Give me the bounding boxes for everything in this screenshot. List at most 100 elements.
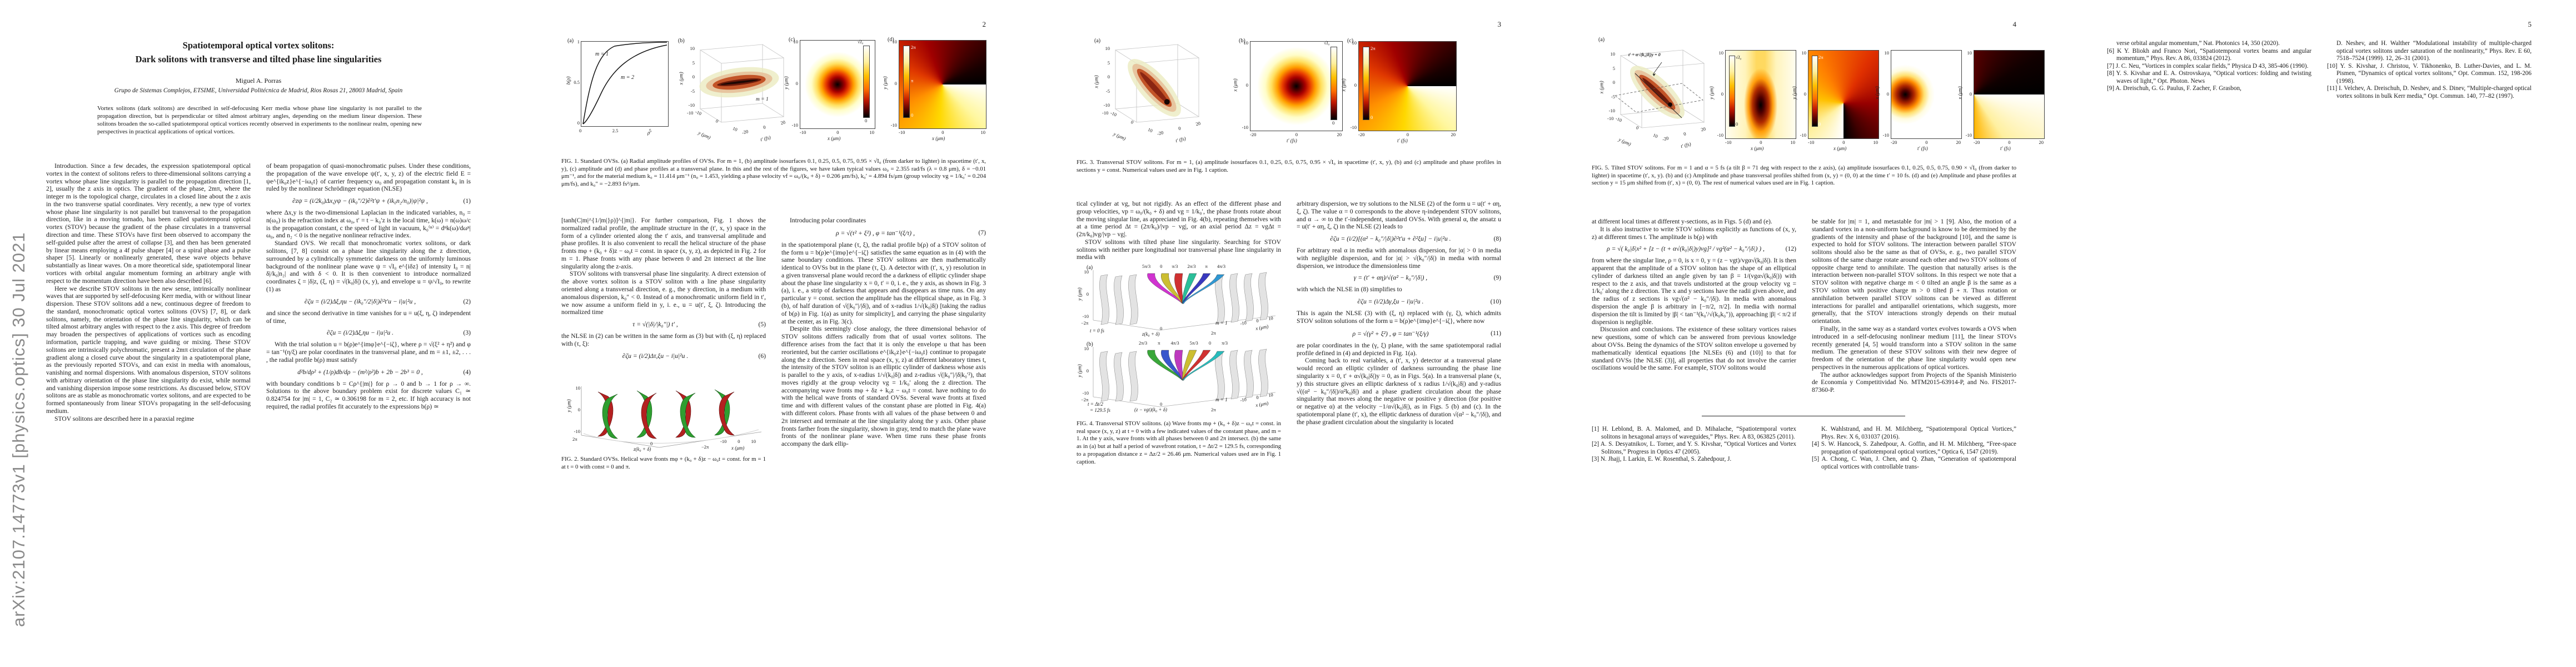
colorbar <box>1729 56 1735 127</box>
equation-number: (1) <box>463 197 471 205</box>
tick-label: -10 <box>800 130 806 135</box>
tick-label: 0 <box>1086 291 1089 297</box>
equation-8: ∂ζu = (i/2)[(α² − k₀″/|δ|)∂²t′u + ∂²ξu] … <box>1297 235 1501 242</box>
x-axis-ticks: -20 0 20 <box>1358 132 1456 137</box>
tick-label: 10 <box>1352 40 1357 46</box>
equation-body: ρ = √( k₀|δ|x² + [z − (t + α√(k₀|δ|)y)vg… <box>1607 245 1765 253</box>
x-axis-label: x (μm) <box>731 445 745 451</box>
colorbar-max-label: 2π <box>1818 54 1823 60</box>
phase-label: 4π/3 <box>1217 263 1225 269</box>
fig5-panel-e: (e) x (μm) 10 0 -10 -20 0 20 t′ (fs) <box>1957 50 2045 157</box>
panel-label: (a) <box>1094 38 1101 44</box>
amplitude-heatmap <box>1250 41 1343 131</box>
reference-continuation: K. Wahlstrand, and H. M. Milchberg, “Spa… <box>1821 426 2016 440</box>
y-axis-ticks: 10 0 -10 <box>1881 50 1889 138</box>
x-axis-ticks: -20 0 20 <box>1891 140 1961 145</box>
amplitude-heatmap <box>1725 50 1796 139</box>
phase-label: 4π/3 <box>1170 340 1179 346</box>
neg-2pi-tick: −2π <box>701 444 709 450</box>
tick-label: 0 <box>1842 140 1845 145</box>
tick-label: -5 <box>1611 93 1615 99</box>
arxiv-watermark: arXiv:2107.14773v1 [physics.optics] 30 J… <box>9 232 28 627</box>
x-axis-label: t′ (fs) <box>1917 146 1928 151</box>
tick-label: -10 <box>899 130 905 135</box>
tick-label: -20 <box>1974 140 1980 145</box>
reference-item: [1] H. Leblond, B. A. Malomed, and D. Mi… <box>1592 426 1796 440</box>
phase-heatmap <box>1358 41 1457 131</box>
phase-label: π/3 <box>1222 340 1228 346</box>
tick-label: 5 <box>1107 59 1110 66</box>
equation-number: (7) <box>978 229 986 237</box>
tick-label: -10 <box>1103 102 1110 108</box>
plot-frame <box>581 41 669 127</box>
equation-6: ∂ζu = (i/2)Δτ,ξu − i|u|²u . (6) <box>561 352 766 360</box>
reference-item: [3] N. Jhajj, I. Larkin, E. W. Rosenthal… <box>1592 456 1732 463</box>
phase-label: π/3 <box>1172 263 1178 269</box>
y-axis-label: y (μm) <box>882 76 888 89</box>
tick-label: 0 <box>941 130 944 135</box>
x-axis-label: x (μm) <box>1751 146 1764 151</box>
tick-label: 0 <box>1969 91 1972 97</box>
tick-label: 0 <box>1107 74 1110 79</box>
tick-label: 20 <box>2039 140 2044 145</box>
panel-label: (a) <box>1087 265 1093 271</box>
tick-label: 0 <box>1406 132 1409 137</box>
y-axis-ticks: 10 0 -10 <box>1716 50 1723 138</box>
isosurface-capsules <box>1128 59 1181 117</box>
figure-2-caption: FIG. 2. Standard OVSs. Helical wave fron… <box>561 456 766 470</box>
colorbar-max-label: 2π <box>911 44 916 50</box>
page5-references-left: verse orbital angular momentum,” Nat. Ph… <box>2107 40 2311 129</box>
equation-3: ∂ζu = (i/2)Δξ,ηu − i|u|²u . (3) <box>266 329 471 336</box>
z-axis-label: (z − vgt)(k₀ + δ) <box>1134 407 1167 412</box>
y-axis-label: x (μm) <box>1341 78 1347 92</box>
paragraph: the NLSE in (2) can be written in the sa… <box>561 332 766 347</box>
reference-item: [7] J. C. Neu, “Vortices in complex scal… <box>2107 62 2309 69</box>
x-axis-label: t′ (fs) <box>2000 146 2011 151</box>
time-label: t = 0 fs <box>1090 328 1104 334</box>
tick-label: 0 <box>1354 82 1357 88</box>
m-label: m = 1 <box>756 97 769 102</box>
x-axis-ticks: -20 0 20 <box>1250 132 1342 137</box>
tick-label: -10 <box>1242 125 1248 130</box>
tick-label: 0 <box>1255 394 1259 401</box>
equation-number: (2) <box>463 297 471 305</box>
tick-label: 10 <box>892 39 898 44</box>
tick-label: 1 <box>577 39 580 44</box>
tick-label: 10 <box>1105 46 1110 51</box>
vertical-axis-label: x (μm) <box>1598 81 1605 94</box>
equation-body: ρ = √(τ² + ξ²) , φ = tan⁻¹(ξ/τ) , <box>836 229 915 237</box>
colorbar-min-label: 0 <box>1818 121 1821 127</box>
corner-tick: 2π <box>572 436 577 442</box>
time-label-line2: = 129.5 fs <box>1090 407 1110 413</box>
corner-tick: -10 <box>1607 116 1614 121</box>
tick-label: 2.5 <box>612 128 619 133</box>
equation-12: ρ = √( k₀|δ|x² + [z − (t + α√(k₀|δ|)y)vg… <box>1592 245 1796 252</box>
reference-item: [6] K Y. Bliokh and Franco Nori, “Spatio… <box>2107 47 2311 62</box>
panel-label: (d) <box>888 37 894 43</box>
author: Miguel A. Porras <box>235 77 282 84</box>
colorbar <box>863 46 870 118</box>
x-axis-ticks: -10 0 10 <box>800 130 874 135</box>
figure-4: (a) <box>1077 262 1281 414</box>
colorbar-max-label: 2π <box>1371 46 1376 51</box>
equation-body: τ = √(|δ|/|k₀″|) t′ , <box>632 321 678 328</box>
equation-10: ∂ζu = (i/2)Δγ,ξu − i|u|²u . (10) <box>1297 298 1501 305</box>
y-axis-ticks: 10 0 -10 <box>790 39 798 128</box>
gray-wavefronts <box>1099 272 1268 325</box>
tick-label: -10 <box>720 439 727 444</box>
panel-label: (c) <box>789 37 795 43</box>
paragraph: where Δx,y is the two-dimensional Laplac… <box>266 209 471 240</box>
x-axis-ticks: -10 0 10 <box>899 130 985 135</box>
tick-label: -10 <box>1800 132 1806 138</box>
tick-label: 10 <box>1610 51 1616 57</box>
curve-label-m2: m = 2 <box>621 74 634 81</box>
tick-label: -10 <box>1350 125 1357 130</box>
page3-column-left: tical cylinder at vg, but not rigidly. A… <box>1077 200 1281 261</box>
phase-heatmap <box>899 40 986 129</box>
tick-label: 5 <box>649 128 651 133</box>
equation-number: (10) <box>1490 298 1501 306</box>
equation-4: d²b/dρ² + (1/ρ)db/dρ − (m²/ρ²)b + 2b − 2… <box>266 369 471 376</box>
isosurface-3d-plot <box>699 44 785 123</box>
phase-label: 2π/3 <box>1139 340 1148 346</box>
tick-label: 20 <box>1337 132 1342 137</box>
